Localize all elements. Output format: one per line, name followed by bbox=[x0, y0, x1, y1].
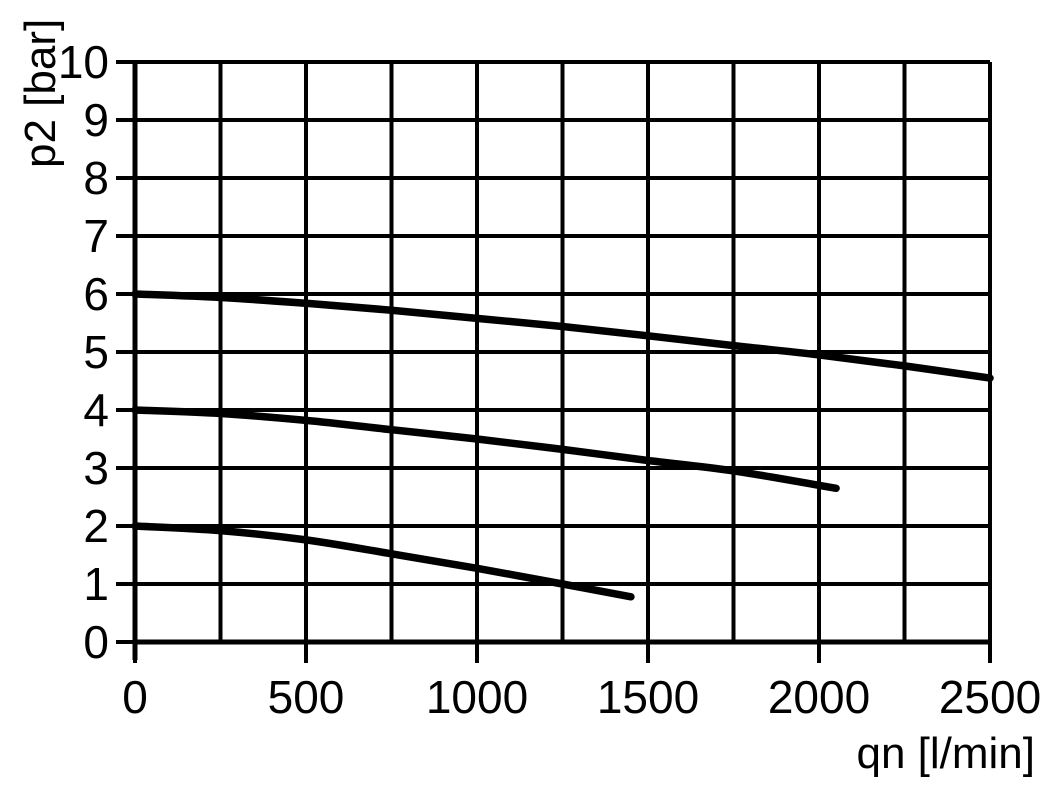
x-axis-tick-label: 500 bbox=[268, 671, 345, 723]
y-axis-tick-label: 7 bbox=[83, 210, 109, 262]
y-axis-tick-label: 9 bbox=[83, 94, 109, 146]
outlet-pressure-curve-6-bar bbox=[131, 290, 994, 382]
x-axis-tick-label: 0 bbox=[122, 671, 148, 723]
y-axis-tick-label: 1 bbox=[83, 558, 109, 610]
x-axis-title: qn [l/min] bbox=[856, 729, 1035, 778]
y-axis-tick-label: 10 bbox=[58, 36, 109, 88]
y-axis-tick-label: 8 bbox=[83, 152, 109, 204]
outlet-pressure-curve-2-bar bbox=[131, 522, 635, 601]
y-axis-tick-label: 2 bbox=[83, 500, 109, 552]
x-axis-tick-label: 2500 bbox=[939, 671, 1041, 723]
y-axis-tick-label: 4 bbox=[83, 384, 109, 436]
outlet-pressure-curve-4-bar bbox=[131, 406, 840, 493]
y-axis-tick-label: 5 bbox=[83, 326, 109, 378]
y-axis-title: p2 [bar] bbox=[16, 19, 65, 168]
y-axis-tick-label: 3 bbox=[83, 442, 109, 494]
x-axis-tick-label: 1000 bbox=[426, 671, 528, 723]
y-axis-tick-label: 0 bbox=[83, 616, 109, 668]
x-axis-tick-label: 2000 bbox=[768, 671, 870, 723]
y-axis-tick-label: 6 bbox=[83, 268, 109, 320]
x-axis-tick-label: 1500 bbox=[597, 671, 699, 723]
